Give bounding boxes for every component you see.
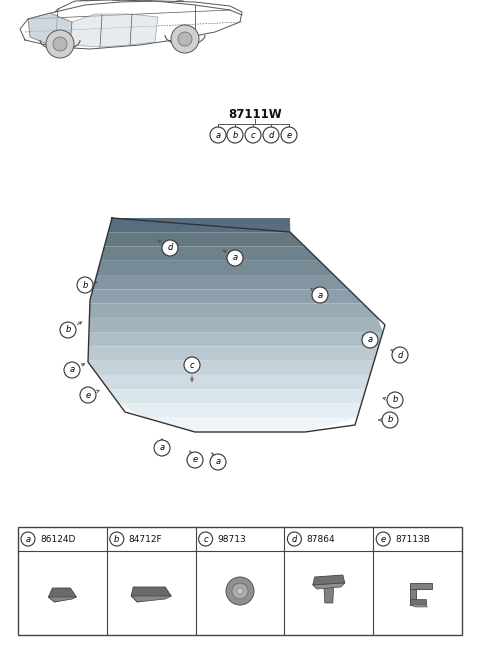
Text: a: a — [317, 290, 323, 300]
Circle shape — [263, 127, 279, 143]
Circle shape — [21, 532, 35, 546]
Circle shape — [60, 322, 76, 338]
Circle shape — [64, 362, 80, 378]
Text: a: a — [232, 254, 238, 263]
Text: b: b — [82, 281, 88, 290]
Polygon shape — [48, 588, 76, 602]
Circle shape — [162, 240, 178, 256]
Polygon shape — [104, 233, 305, 246]
Polygon shape — [409, 605, 428, 607]
Circle shape — [227, 127, 243, 143]
Text: a: a — [25, 535, 31, 543]
Circle shape — [382, 412, 398, 428]
Polygon shape — [88, 361, 374, 375]
Text: d: d — [397, 350, 403, 359]
Polygon shape — [119, 403, 361, 418]
Text: 87113B: 87113B — [395, 535, 430, 543]
Text: e: e — [287, 131, 291, 139]
Polygon shape — [93, 275, 348, 289]
Text: a: a — [216, 457, 221, 466]
Polygon shape — [48, 597, 76, 602]
Text: a: a — [70, 365, 74, 374]
Text: b: b — [65, 325, 71, 334]
Circle shape — [237, 588, 243, 594]
Text: b: b — [387, 415, 393, 424]
Polygon shape — [131, 587, 171, 602]
Text: c: c — [190, 361, 194, 369]
Circle shape — [245, 127, 261, 143]
Circle shape — [184, 357, 200, 373]
Polygon shape — [70, 14, 158, 47]
Circle shape — [227, 250, 243, 266]
Circle shape — [362, 332, 378, 348]
Text: e: e — [381, 535, 386, 543]
Text: e: e — [192, 455, 198, 464]
Text: d: d — [168, 244, 173, 252]
Circle shape — [392, 347, 408, 363]
Circle shape — [46, 30, 74, 58]
Circle shape — [210, 454, 226, 470]
Text: d: d — [292, 535, 297, 543]
Text: a: a — [367, 336, 372, 344]
Text: b: b — [392, 396, 398, 405]
Circle shape — [154, 440, 170, 456]
Polygon shape — [96, 261, 334, 275]
Polygon shape — [409, 585, 416, 605]
FancyBboxPatch shape — [18, 527, 462, 635]
Text: a: a — [216, 131, 221, 139]
Text: c: c — [204, 535, 208, 543]
Polygon shape — [97, 375, 370, 389]
Circle shape — [53, 37, 67, 51]
Polygon shape — [145, 418, 357, 432]
Circle shape — [80, 387, 96, 403]
Text: b: b — [114, 535, 120, 543]
Circle shape — [178, 32, 192, 46]
Circle shape — [171, 25, 199, 53]
Circle shape — [387, 392, 403, 408]
Polygon shape — [324, 585, 334, 603]
Polygon shape — [108, 389, 366, 403]
Text: a: a — [159, 443, 165, 453]
Polygon shape — [108, 218, 290, 233]
Text: 98713: 98713 — [217, 535, 246, 543]
Circle shape — [288, 532, 301, 546]
Circle shape — [312, 287, 328, 303]
Text: b: b — [232, 131, 238, 139]
Text: c: c — [251, 131, 255, 139]
Text: 86124D: 86124D — [40, 535, 75, 543]
Polygon shape — [409, 583, 432, 589]
Polygon shape — [313, 575, 345, 585]
Circle shape — [187, 452, 203, 468]
Polygon shape — [409, 599, 426, 605]
Text: 87111W: 87111W — [228, 108, 282, 120]
Polygon shape — [88, 332, 383, 346]
Polygon shape — [313, 583, 345, 589]
Polygon shape — [89, 318, 383, 332]
Circle shape — [77, 277, 93, 293]
Text: 87864: 87864 — [306, 535, 335, 543]
Polygon shape — [28, 13, 72, 47]
Circle shape — [281, 127, 297, 143]
Circle shape — [232, 583, 248, 599]
Polygon shape — [88, 346, 379, 361]
Circle shape — [110, 532, 124, 546]
Polygon shape — [90, 289, 363, 304]
Circle shape — [376, 532, 390, 546]
Text: e: e — [85, 390, 91, 399]
Polygon shape — [100, 246, 319, 261]
Circle shape — [199, 532, 213, 546]
Polygon shape — [89, 304, 378, 318]
Text: 84712F: 84712F — [129, 535, 162, 543]
Text: d: d — [268, 131, 274, 139]
Circle shape — [210, 127, 226, 143]
Circle shape — [226, 577, 254, 605]
Polygon shape — [131, 596, 171, 602]
